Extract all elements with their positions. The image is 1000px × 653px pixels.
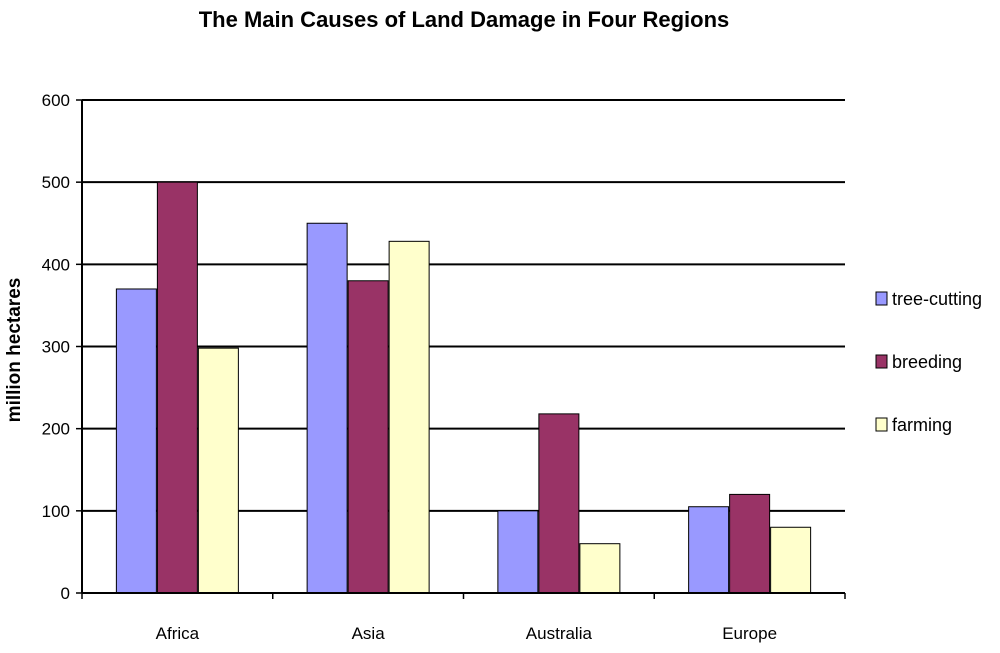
x-tick-label: Europe (722, 624, 777, 643)
bar-breeding-asia (347, 280, 389, 594)
legend-swatch (875, 417, 888, 432)
legend-swatch (875, 354, 888, 369)
bar-tree-cutting-africa (115, 288, 157, 594)
bar-breeding-australia (538, 413, 580, 594)
legend-swatch (875, 291, 888, 306)
y-tick-label: 500 (42, 173, 70, 192)
x-tick-label: Australia (526, 624, 593, 643)
y-tick-label: 600 (42, 91, 70, 110)
y-tick-label: 200 (42, 420, 70, 439)
legend-label: tree-cutting (892, 289, 982, 309)
legend-label: breeding (892, 352, 962, 372)
bar-breeding-africa (156, 181, 198, 594)
bar-breeding-europe (729, 493, 771, 594)
chart-title: The Main Causes of Land Damage in Four R… (199, 7, 730, 32)
x-tick-label: Africa (156, 624, 200, 643)
y-tick-label: 400 (42, 255, 70, 274)
bar-tree-cutting-europe (688, 506, 730, 594)
bar-farming-europe (770, 526, 812, 594)
y-axis-ticks: 0 100 200 300 400 500 600 (42, 91, 70, 603)
y-axis-label: million hectares (4, 278, 25, 423)
legend: tree-cutting breeding farming (875, 289, 982, 435)
y-tick-label: 0 (61, 584, 70, 603)
legend-label: farming (892, 415, 952, 435)
y-tick-label: 100 (42, 502, 70, 521)
bar-farming-africa (197, 347, 239, 594)
x-axis-ticks: Africa Asia Australia Europe (156, 624, 777, 643)
bar-farming-australia (579, 543, 621, 594)
axes (76, 99, 846, 599)
bar-farming-asia (388, 240, 430, 594)
bar-tree-cutting-australia (497, 510, 539, 594)
x-tick-label: Asia (352, 624, 386, 643)
bar-tree-cutting-asia (306, 222, 348, 594)
bars (115, 181, 812, 594)
y-tick-label: 300 (42, 338, 70, 357)
